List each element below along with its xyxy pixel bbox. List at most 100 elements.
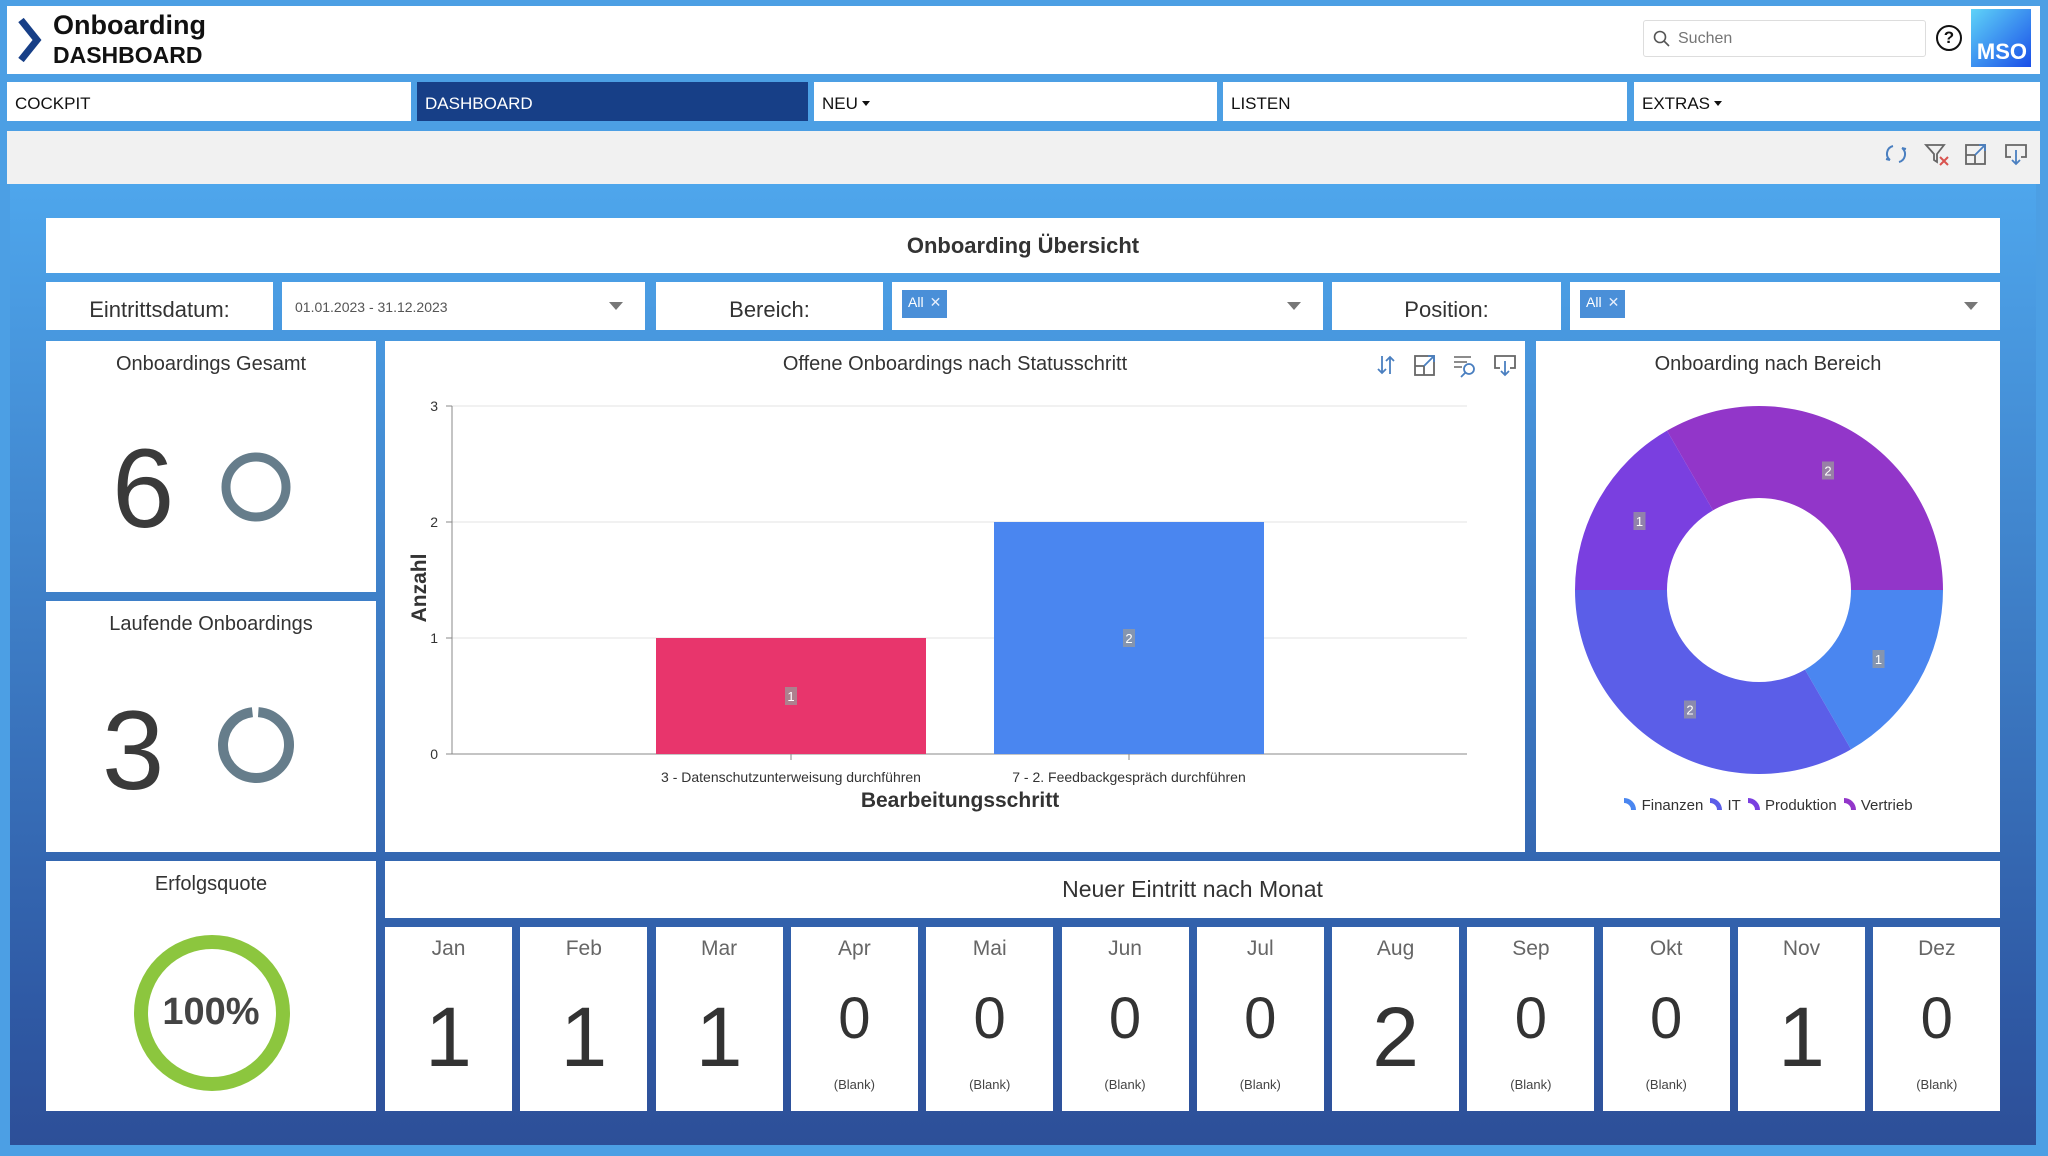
month-value: 1	[1778, 990, 1825, 1084]
month-card-okt: Okt 0 (Blank)	[1602, 927, 1730, 1111]
slice-finanzen	[1805, 590, 1943, 750]
bereich-chip[interactable]: All ✕	[902, 290, 948, 318]
tab-label: LISTEN	[1231, 94, 1291, 113]
caret-down-icon	[1714, 101, 1723, 106]
dropdown-arrow-icon	[609, 302, 623, 310]
tab-cockpit[interactable]: COCKPIT	[7, 82, 411, 121]
month-card-jul: Jul 0 (Blank)	[1196, 927, 1324, 1111]
inspect-data-icon[interactable]	[1451, 351, 1479, 379]
dashboard-toolbar	[7, 131, 2040, 184]
legend-label: Produktion	[1764, 797, 1837, 814]
y-tick-label: 3	[430, 398, 438, 414]
legend-item[interactable]: IT	[1709, 797, 1741, 814]
legend-item[interactable]: Finanzen	[1623, 797, 1703, 814]
y-axis-label: Anzahl	[408, 553, 431, 623]
data-label-bg	[1872, 650, 1885, 668]
tab-listen[interactable]: LISTEN	[1223, 82, 1627, 121]
month-card-nov: Nov 1	[1738, 927, 1865, 1111]
kpi-title: Onboardings Gesamt	[115, 353, 307, 375]
tab-label: DASHBOARD	[425, 94, 533, 113]
month-blank-label: (Blank)	[1916, 1077, 1958, 1092]
date-filter-label: Eintrittsdatum:	[46, 282, 273, 330]
app-header: Onboarding DASHBOARD ? MSO	[7, 6, 2040, 74]
month-name: Jun	[1108, 937, 1142, 960]
sort-icon[interactable]	[1372, 351, 1400, 379]
export-icon[interactable]	[2002, 140, 2030, 168]
remove-chip-icon[interactable]: ✕	[929, 294, 942, 310]
position-select[interactable]: All ✕	[1570, 282, 2000, 330]
data-label: 2	[1824, 463, 1831, 478]
title-line-2: DASHBOARD	[53, 42, 203, 68]
legend-item[interactable]: Produktion	[1747, 797, 1837, 814]
date-range-select[interactable]: 01.01.2023 - 31.12.2023	[282, 282, 645, 330]
month-blank-label: (Blank)	[1239, 1077, 1281, 1092]
chip-label: All	[1586, 294, 1602, 310]
data-label-bg	[1123, 629, 1135, 647]
month-value: 2	[1372, 990, 1419, 1084]
data-label-bg	[785, 687, 797, 705]
legend-swatch-icon	[1710, 798, 1723, 810]
clear-filter-icon[interactable]	[1923, 140, 1951, 168]
date-range-value: 01.01.2023 - 31.12.2023	[295, 299, 448, 315]
bereich-select[interactable]: All ✕	[892, 282, 1323, 330]
month-card-apr: Apr 0 (Blank)	[790, 927, 918, 1111]
kpi-card-laufend: Laufende Onboardings 3	[46, 601, 376, 852]
tab-label: NEU	[822, 94, 858, 113]
export-icon[interactable]	[1491, 351, 1519, 379]
position-chip[interactable]: All ✕	[1580, 290, 1626, 318]
donut-chart: 1 2 1 2	[1575, 406, 1943, 774]
month-value: 1	[695, 990, 743, 1084]
search-box[interactable]	[1643, 20, 1926, 57]
data-label-bg	[1684, 700, 1696, 719]
month-card-dez: Dez 0 (Blank)	[1873, 927, 2001, 1111]
tab-dashboard[interactable]: DASHBOARD	[417, 82, 808, 121]
y-tick-label: 1	[430, 630, 438, 646]
kpi-title: Erfolgsquote	[154, 873, 268, 895]
legend-swatch-icon	[1624, 798, 1637, 810]
month-card-jan: Jan 1	[385, 927, 512, 1111]
tab-extras[interactable]: EXTRAS	[1634, 82, 2040, 121]
search-input[interactable]	[1678, 27, 1918, 51]
month-name: Sep	[1512, 937, 1550, 960]
kpi-ring	[218, 707, 294, 783]
month-value: 0	[838, 986, 871, 1051]
month-blank-label: (Blank)	[833, 1077, 875, 1092]
data-label: 1	[1875, 652, 1882, 667]
month-card-mai: Mai 0 (Blank)	[926, 927, 1054, 1111]
bar-chart-card: Offene Onboardings nach Statusschritt 0 1…	[385, 341, 1525, 852]
kpi-title: Laufende Onboardings	[109, 613, 313, 635]
legend-item[interactable]: Vertrieb	[1843, 797, 1913, 814]
help-icon[interactable]: ?	[1936, 25, 1962, 51]
month-name: Apr	[838, 937, 871, 960]
legend-swatch-icon	[1747, 798, 1760, 810]
legend-swatch-icon	[1843, 798, 1856, 810]
month-value: 1	[560, 990, 608, 1084]
month-value: 0	[1108, 986, 1142, 1051]
slice-produktion	[1575, 430, 1713, 590]
month-name: Jul	[1246, 937, 1274, 960]
month-name: Jan	[431, 937, 466, 960]
monthly-title: Neuer Eintritt nach Monat	[385, 861, 2000, 918]
data-label: 1	[787, 689, 794, 704]
month-value: 0	[1650, 986, 1683, 1051]
x-tick-label: 7 - 2. Feedbackgespräch durchführen	[1012, 769, 1245, 785]
success-rate-value: 100%	[162, 991, 260, 1033]
month-name: Aug	[1376, 937, 1415, 960]
month-blank-label: (Blank)	[1510, 1077, 1552, 1092]
kpi-value: 3	[102, 688, 165, 813]
remove-chip-icon[interactable]: ✕	[1607, 294, 1620, 310]
refresh-icon[interactable]	[1882, 140, 1910, 168]
chart-title: Offene Onboardings nach Statusschritt	[782, 353, 1128, 375]
maximize-icon[interactable]	[1962, 140, 1990, 168]
maximize-icon[interactable]	[1411, 351, 1439, 379]
kpi-card-erfolg: Erfolgsquote 100%	[46, 861, 376, 1111]
slice-vertrieb	[1667, 406, 1943, 590]
data-label: 2	[1125, 631, 1132, 646]
dropdown-arrow-icon	[1964, 302, 1978, 310]
tab-neu[interactable]: NEU	[814, 82, 1217, 121]
month-name: Okt	[1649, 937, 1683, 960]
x-tick-label: 3 - Datenschutzunterweisung durchführen	[661, 769, 921, 785]
month-blank-label: (Blank)	[1104, 1077, 1146, 1092]
mso-logo: MSO	[1971, 9, 2031, 67]
y-tick-label: 2	[430, 514, 438, 530]
